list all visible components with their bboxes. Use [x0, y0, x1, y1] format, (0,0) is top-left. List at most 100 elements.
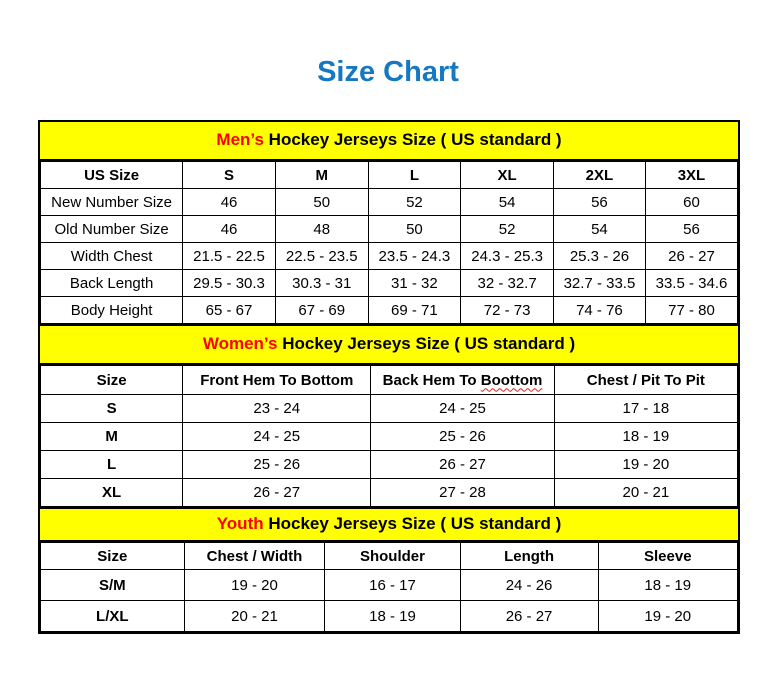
mens-data-cell: 23.5 - 24.3	[367, 242, 462, 270]
mens-section-band: Men’s Hockey Jerseys Size ( US standard …	[40, 122, 738, 161]
mens-data-cell: 50	[367, 215, 462, 243]
mens-data-cell: 56	[552, 188, 646, 216]
mens-table-row: Old Number Size 46 48 50 52 54 56	[39, 215, 739, 243]
mens-data-cell: 22.5 - 23.5	[274, 242, 369, 270]
womens-table-row: M 24 - 25 25 - 26 18 - 19	[39, 422, 739, 451]
mens-header-cell: M	[274, 161, 369, 189]
mens-table-row: Back Length 29.5 - 30.3 30.3 - 31 31 - 32 32…	[39, 269, 739, 297]
mens-data-cell: 77 - 80	[644, 296, 739, 324]
youth-data-cell: 18 - 19	[324, 600, 461, 632]
womens-row-label: XL	[39, 478, 184, 507]
mens-data-cell: 52	[367, 188, 462, 216]
mens-data-cell: 54	[460, 188, 554, 216]
youth-header-cell: Chest / Width	[183, 542, 326, 570]
mens-data-cell: 46	[182, 215, 276, 243]
mens-data-cell: 29.5 - 30.3	[182, 269, 276, 297]
womens-header-row: Size Front Hem To Bottom Back Hem To Boott…	[39, 365, 739, 395]
womens-data-cell: 23 - 24	[182, 394, 372, 423]
mens-data-cell: 48	[274, 215, 369, 243]
mens-data-cell: 56	[644, 215, 739, 243]
youth-size-table: Size Chest / Width Shoulder Length Sleeve S/M…	[40, 542, 739, 632]
womens-header-cell: Size	[39, 365, 184, 395]
womens-data-cell: 26 - 27	[182, 478, 372, 507]
mens-row-label: Back Length	[39, 269, 184, 297]
youth-header-cell: Shoulder	[324, 542, 461, 570]
mens-row-label: Width Chest	[39, 242, 184, 270]
youth-data-cell: 19 - 20	[183, 569, 326, 601]
mens-row-label: Body Height	[39, 296, 184, 324]
womens-section-band: Women’s Hockey Jerseys Size ( US standar…	[40, 324, 738, 365]
womens-header-cell: Chest / Pit To Pit	[553, 365, 739, 395]
youth-data-cell: 24 - 26	[459, 569, 599, 601]
mens-data-cell: 33.5 - 34.6	[644, 269, 739, 297]
mens-header-cell: 2XL	[552, 161, 646, 189]
womens-row-label: M	[39, 422, 184, 451]
mens-header-cell: L	[367, 161, 462, 189]
youth-data-cell: 16 - 17	[324, 569, 461, 601]
youth-header-cell: Sleeve	[597, 542, 739, 570]
womens-header-cell: Front Hem To Bottom	[182, 365, 372, 395]
youth-header-row: Size Chest / Width Shoulder Length Sleeve	[40, 542, 739, 570]
womens-data-cell: 17 - 18	[553, 394, 739, 423]
youth-data-cell: 20 - 21	[183, 600, 326, 632]
youth-band-highlight: Youth	[216, 514, 264, 533]
mens-data-cell: 67 - 69	[274, 296, 369, 324]
mens-band-highlight: Men’s	[216, 130, 264, 149]
womens-table-row: XL 26 - 27 27 - 28 20 - 21	[39, 478, 739, 507]
page-title: Size Chart	[317, 56, 459, 88]
womens-band-highlight: Women’s	[202, 334, 278, 353]
youth-header-cell: Size	[40, 542, 185, 570]
womens-data-cell: 25 - 26	[370, 422, 555, 451]
mens-data-cell: 50	[274, 188, 369, 216]
mens-header-row: US Size S M L XL 2XL 3XL	[39, 161, 739, 189]
youth-row-label: L/XL	[40, 600, 185, 632]
womens-data-cell: 24 - 25	[370, 394, 555, 423]
mens-table-row: Body Height 65 - 67 67 - 69 69 - 71 72 - 73 7…	[39, 296, 739, 324]
size-chart: Men’s Hockey Jerseys Size ( US standard …	[38, 120, 740, 634]
mens-data-cell: 74 - 76	[552, 296, 646, 324]
mens-header-cell: 3XL	[644, 161, 739, 189]
womens-data-cell: 27 - 28	[370, 478, 555, 507]
youth-band-text: Hockey Jerseys Size ( US standard )	[263, 514, 562, 533]
womens-size-table: Size Front Hem To Bottom Back Hem To Boott…	[39, 365, 739, 507]
mens-data-cell: 69 - 71	[367, 296, 462, 324]
womens-row-label: S	[39, 394, 184, 423]
womens-data-cell: 26 - 27	[370, 450, 555, 479]
youth-section-band: Youth Hockey Jerseys Size ( US standard …	[40, 507, 738, 542]
womens-data-cell: 20 - 21	[553, 478, 739, 507]
mens-data-cell: 72 - 73	[460, 296, 554, 324]
mens-data-cell: 60	[644, 188, 739, 216]
mens-data-cell: 26 - 27	[644, 242, 739, 270]
womens-table-row: S 23 - 24 24 - 25 17 - 18	[39, 394, 739, 423]
youth-table-row: S/M 19 - 20 16 - 17 24 - 26 18 - 19	[40, 569, 739, 601]
womens-row-label: L	[39, 450, 184, 479]
mens-data-cell: 31 - 32	[367, 269, 462, 297]
womens-band-text: Hockey Jerseys Size ( US standard )	[277, 334, 576, 353]
mens-header-cell: US Size	[39, 161, 184, 189]
mens-table-row: New Number Size 46 50 52 54 56 60	[39, 188, 739, 216]
womens-data-cell: 24 - 25	[182, 422, 372, 451]
womens-data-cell: 19 - 20	[553, 450, 739, 479]
youth-data-cell: 26 - 27	[459, 600, 599, 632]
mens-band-text: Hockey Jerseys Size ( US standard )	[263, 130, 562, 149]
mens-header-cell: S	[182, 161, 276, 189]
mens-data-cell: 24.3 - 25.3	[460, 242, 554, 270]
youth-data-cell: 18 - 19	[597, 569, 739, 601]
mens-size-table: US Size S M L XL 2XL 3XL New Number Size 46 50 52 5…	[39, 161, 739, 324]
youth-data-cell: 19 - 20	[597, 600, 739, 632]
mens-data-cell: 32.7 - 33.5	[552, 269, 646, 297]
mens-row-label: New Number Size	[39, 188, 184, 216]
mens-data-cell: 25.3 - 26	[552, 242, 646, 270]
youth-header-cell: Length	[459, 542, 599, 570]
youth-row-label: S/M	[40, 569, 185, 601]
mens-data-cell: 32 - 32.7	[460, 269, 554, 297]
mens-data-cell: 52	[460, 215, 554, 243]
mens-row-label: Old Number Size	[39, 215, 184, 243]
mens-data-cell: 54	[552, 215, 646, 243]
womens-data-cell: 18 - 19	[553, 422, 739, 451]
mens-data-cell: 21.5 - 22.5	[182, 242, 276, 270]
mens-table-row: Width Chest 21.5 - 22.5 22.5 - 23.5 23.5 - …	[39, 242, 739, 270]
mens-data-cell: 46	[182, 188, 276, 216]
womens-data-cell: 25 - 26	[182, 450, 372, 479]
